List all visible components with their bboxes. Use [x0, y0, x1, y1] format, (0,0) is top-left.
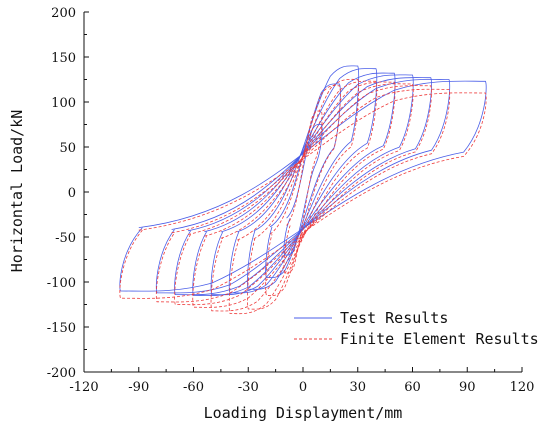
plot-curves [119, 65, 487, 315]
x-tick-label: -30 [238, 380, 259, 395]
x-tick-label: -120 [69, 380, 98, 395]
y-tick-label: 100 [51, 96, 76, 111]
hysteresis-loop [155, 78, 451, 294]
legend-label-fe: Finite Element Results [340, 330, 539, 348]
x-tick-label: -90 [128, 380, 149, 395]
y-axis-title: Horizontal Load/kN [8, 110, 26, 273]
tick-labels: 200 150 100 50 0 -50 -100 -150 -200-120 -90 -60 -30… [47, 6, 535, 395]
x-tick-label: 30 [349, 380, 366, 395]
hysteresis-loop [119, 92, 487, 299]
hysteresis-loop [210, 81, 396, 312]
legend-label-test: Test Results [340, 309, 448, 327]
x-tick-label: -60 [183, 380, 204, 395]
x-tick-label: 120 [510, 380, 535, 395]
hysteresis-loop [192, 83, 414, 308]
hysteresis-loop [247, 78, 359, 310]
hysteresis-loop [228, 80, 378, 315]
hysteresis-loop [174, 85, 432, 306]
hysteresis-loop [265, 85, 341, 297]
x-tick-label: 0 [299, 380, 307, 395]
y-tick-label: -50 [55, 231, 76, 246]
y-tick-label: -150 [47, 321, 76, 336]
x-tick-label: 90 [459, 380, 476, 395]
hysteresis-loop [210, 72, 396, 296]
x-tick-label: 60 [404, 380, 421, 395]
series-finite-element-results [119, 78, 487, 315]
y-tick-label: 200 [51, 6, 76, 21]
hysteresis-loop [174, 77, 432, 296]
hysteresis-loop [119, 80, 487, 292]
y-tick-label: -100 [47, 276, 76, 291]
hysteresis-loop [192, 74, 414, 297]
x-axis-title: Loading Displayment/mm [204, 404, 403, 422]
hysteresis-loop [155, 88, 451, 303]
y-tick-label: 150 [51, 51, 76, 66]
hysteresis-loop [265, 83, 341, 279]
hysteresis-loop [283, 110, 323, 274]
y-tick-label: 0 [68, 186, 76, 201]
y-tick-label: -200 [47, 366, 76, 381]
axes [83, 11, 523, 373]
y-tick-label: 50 [59, 141, 76, 156]
hysteresis-loop [228, 68, 378, 294]
legend: Test Results Finite Element Results [294, 309, 539, 348]
